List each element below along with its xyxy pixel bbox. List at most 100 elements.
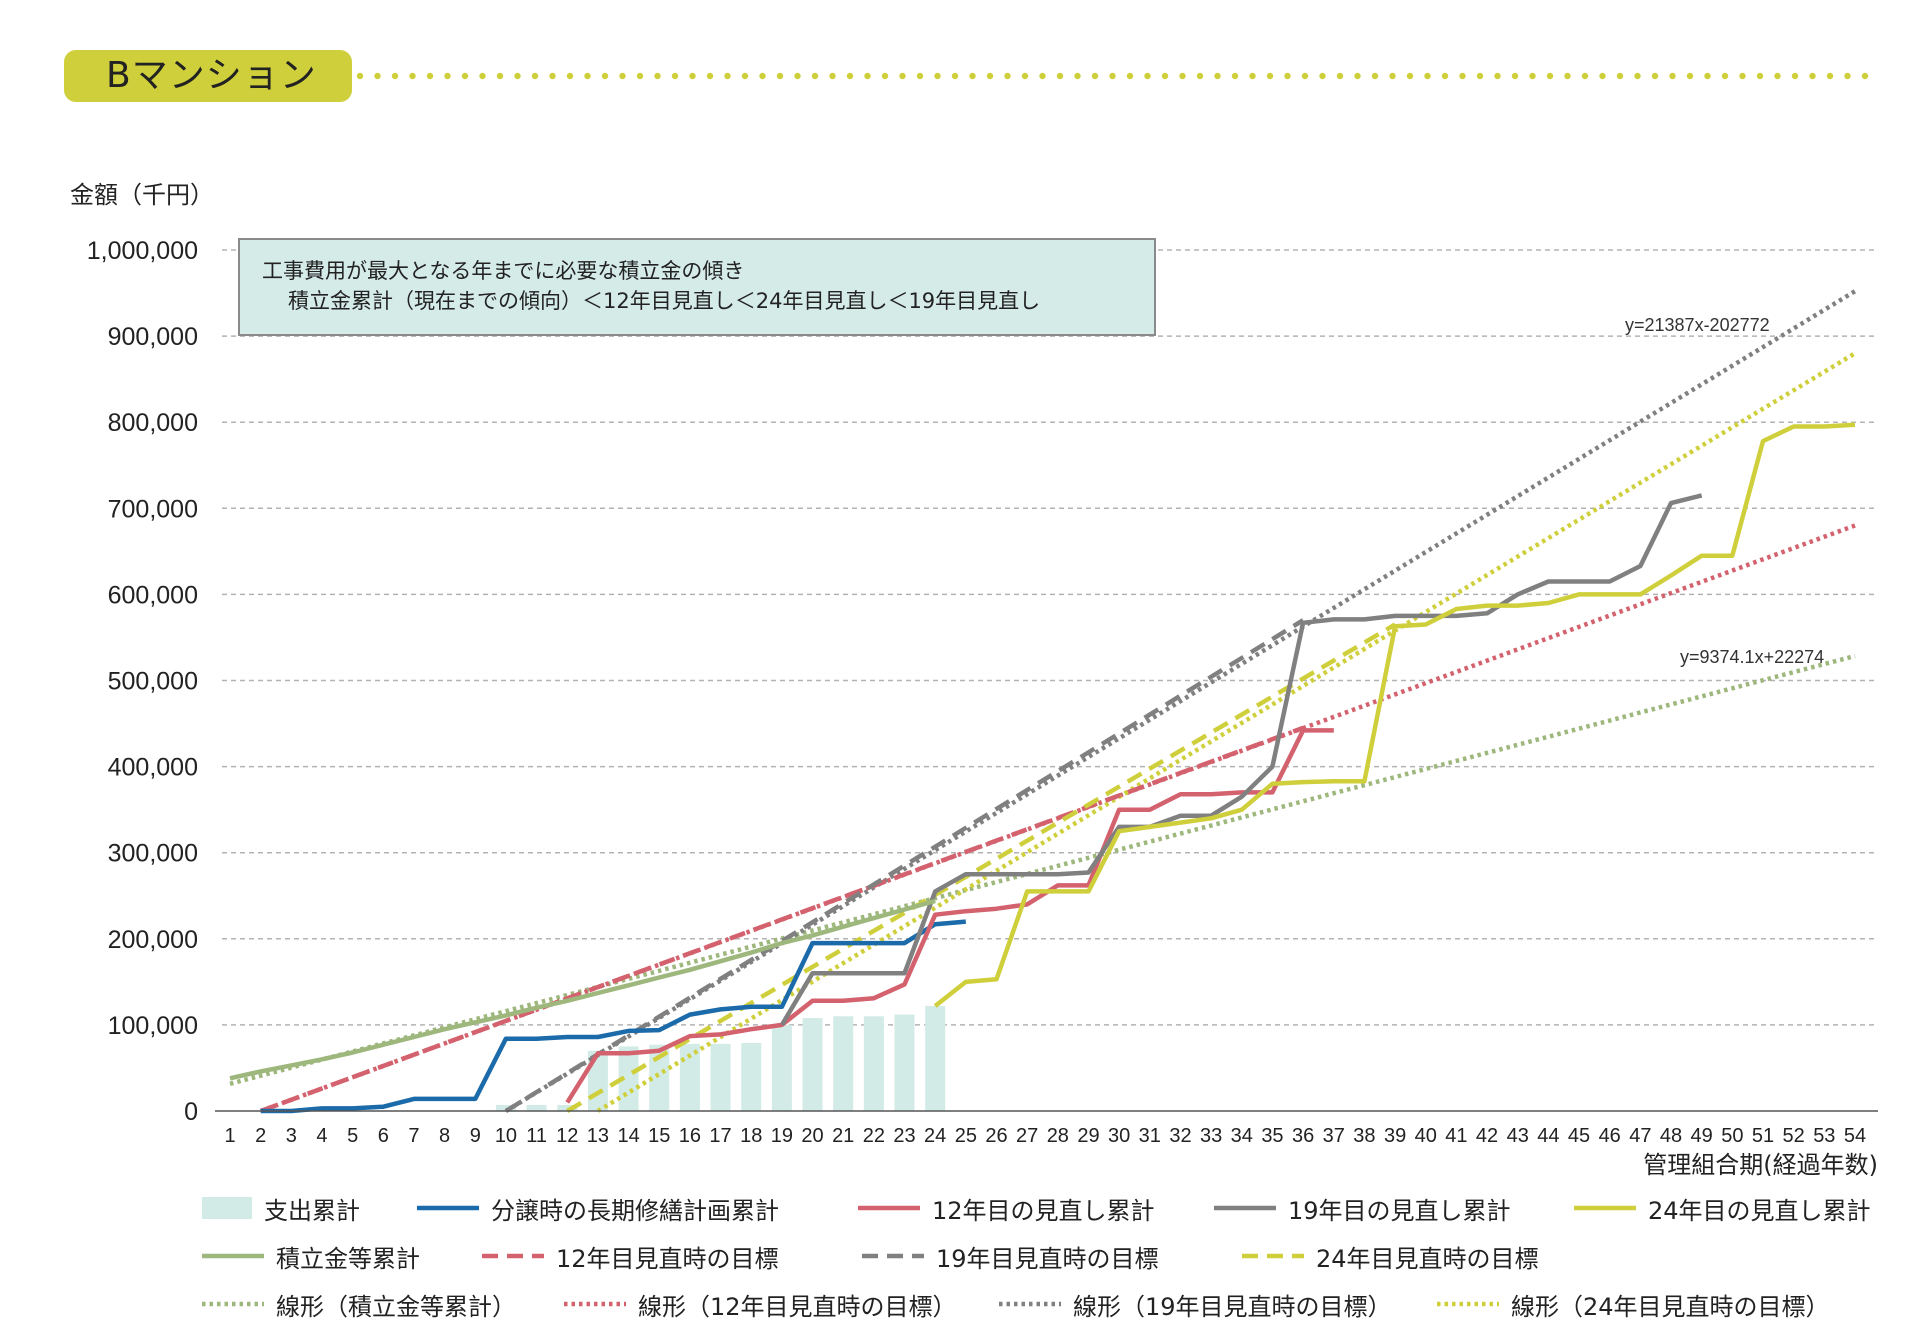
title-dot [444,72,451,80]
title-dot [1511,72,1519,80]
series-line-線形（積立金等累計） [229,653,1856,1086]
x-tick-label: 40 [1415,1125,1437,1147]
title-dot [1389,72,1396,80]
title-dot [1459,72,1466,80]
title-dot [899,72,906,80]
expense-bar [771,1024,792,1111]
title-dot [654,72,661,80]
x-tick-label: 52 [1783,1125,1805,1147]
series-line-24年目見直時の目標 [566,622,1397,1113]
legend-row: 支出累計 分譲時の長期修繕計画累計 12年目の見直し累計 19年目の見直し累計 24年目… [200,1188,1900,1228]
title-dot [409,72,416,80]
title-dot [916,72,924,80]
expense-bar [833,1016,854,1111]
title-dot [969,72,976,80]
title-dot [1669,72,1676,80]
x-tick-label: 34 [1231,1125,1253,1147]
legend-swatch [1574,1205,1636,1211]
y-tick-label: 1,000,000 [87,237,198,265]
title-dot [986,72,994,80]
expense-bar [802,1018,823,1111]
y-tick-label: 200,000 [108,926,198,954]
series-line-24年目の見直し累計 [933,422,1856,1008]
x-tick-label: 37 [1323,1125,1345,1147]
legend-label: 線形（24年目見直時の目標） [1511,1292,1830,1321]
page-title: Bマンション [106,55,317,96]
title-dot [1739,72,1746,80]
title-dot [1004,72,1011,80]
title-dot [426,72,434,80]
x-tick-label: 6 [378,1125,389,1147]
title-dot [1126,72,1134,80]
legend-label: 分譲時の長期修繕計画累計 [491,1196,779,1225]
legend-label: 支出累計 [264,1196,360,1225]
title-dot [1091,72,1099,80]
x-tick-label: 16 [679,1125,701,1147]
x-tick-label: 35 [1261,1125,1283,1147]
title-dot [829,72,836,80]
legend-label: 線形（19年目見直時の目標） [1073,1292,1392,1321]
legend-swatch [202,1253,264,1259]
title-dot [636,72,644,80]
x-tick-label: 15 [648,1125,670,1147]
legend-label: 19年目の見直し累計 [1288,1196,1511,1225]
title-dot [811,72,819,80]
title-dot [566,72,574,80]
x-tick-label: 31 [1139,1125,1161,1147]
title-dot [1249,72,1256,80]
series-line-分譲時の長期修繕計画累計 [260,919,966,1114]
y-tick-label: 300,000 [108,840,198,868]
y-tick-label: 0 [184,1098,198,1126]
x-tick-label: 5 [347,1125,358,1147]
title-dot [1336,72,1344,80]
title-dot [1039,72,1046,80]
legend-item: 12年目の見直し累計 [856,1188,1155,1228]
title-dot [951,72,959,80]
legend-item: 線形（24年目見直時の目標） [1435,1284,1830,1324]
series-line-線形（12年目見直時の目標） [259,523,1856,1114]
y-tick-label: 900,000 [108,323,198,351]
title-dot [584,72,591,80]
x-tick-label: 10 [495,1125,517,1147]
legend-swatch [202,1301,264,1307]
series-line-12年目の見直し累計 [565,728,1334,1104]
legend-label: 24年目見直時の目標 [1316,1244,1539,1273]
legend-item: 19年目の見直し累計 [1212,1188,1511,1228]
legend-item: 支出累計 [200,1188,360,1228]
x-tick-label: 33 [1200,1125,1222,1147]
title-dot [1406,72,1414,80]
x-tick-label: 39 [1384,1125,1406,1147]
x-tick-label: 54 [1844,1125,1866,1147]
title-dot [1214,72,1221,80]
title-dot [356,72,364,80]
x-tick-label: 23 [893,1125,915,1147]
title-dot [374,72,381,80]
expense-bars [495,1005,946,1111]
title-dot [461,72,469,80]
title-dot [759,72,766,80]
legend-item: 19年目見直時の目標 [860,1236,1159,1276]
y-tick-label: 600,000 [108,581,198,609]
legend-swatch [858,1205,920,1211]
title-dot [1704,72,1711,80]
title-dot [496,72,504,80]
x-tick-label: 7 [408,1125,419,1147]
x-tick-label: 28 [1047,1125,1069,1147]
legend-item: 線形（積立金等累計） [200,1284,516,1324]
note-line-2: 積立金累計（現在までの傾向）＜12年目見直し＜24年目見直し＜19年目見直し [288,289,1041,313]
legend-item: 24年目見直時の目標 [1240,1236,1539,1276]
legend-item: 線形（19年目見直時の目標） [997,1284,1392,1324]
title-dot [1826,72,1834,80]
expense-bar [710,1043,731,1111]
legend-item: 12年目見直時の目標 [480,1236,779,1276]
x-tick-label: 21 [832,1125,854,1147]
title-dot [1074,72,1081,80]
y-tick-label: 500,000 [108,668,198,696]
x-tick-label: 29 [1077,1125,1099,1147]
title-dot [1774,72,1781,80]
title-dot [864,72,871,80]
title-dot [1319,72,1326,80]
title-dot [1161,72,1169,80]
title-dot [1109,72,1116,80]
y-tick-label: 800,000 [108,409,198,437]
